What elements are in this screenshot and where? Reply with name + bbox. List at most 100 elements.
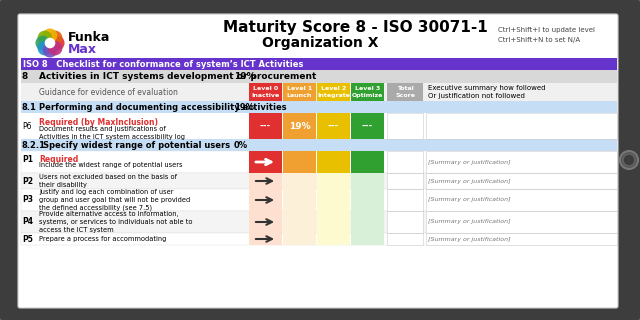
Circle shape xyxy=(43,43,58,58)
Bar xyxy=(387,189,423,211)
Bar xyxy=(426,151,617,173)
Text: Required (by MaxInclusion): Required (by MaxInclusion) xyxy=(39,118,158,127)
Bar xyxy=(249,211,282,233)
Bar xyxy=(21,189,617,211)
Bar xyxy=(21,101,617,113)
Text: 8.2.1: 8.2.1 xyxy=(22,140,46,149)
Circle shape xyxy=(620,151,638,169)
Bar xyxy=(21,173,617,189)
Bar xyxy=(351,173,384,189)
Bar xyxy=(426,233,617,245)
Text: Maturity Score 8 - ISO 30071-1: Maturity Score 8 - ISO 30071-1 xyxy=(223,20,488,35)
Bar xyxy=(317,189,350,211)
Bar xyxy=(21,70,617,83)
Text: P3: P3 xyxy=(22,196,33,204)
Text: 19%: 19% xyxy=(234,72,255,81)
Circle shape xyxy=(43,28,58,43)
Text: ---: --- xyxy=(260,122,271,131)
Text: Executive summary how followed
Or justification not followed: Executive summary how followed Or justif… xyxy=(428,85,545,99)
Text: P6: P6 xyxy=(22,122,31,131)
Bar xyxy=(249,233,282,245)
Bar xyxy=(249,113,282,139)
Bar xyxy=(426,113,617,139)
Text: Max: Max xyxy=(68,43,97,55)
Text: [Summary or justification]: [Summary or justification] xyxy=(428,197,511,203)
Bar xyxy=(426,189,617,211)
Circle shape xyxy=(50,36,65,50)
Text: 0%: 0% xyxy=(234,140,248,149)
Text: Users not excluded based on the basis of
their disability: Users not excluded based on the basis of… xyxy=(39,174,177,188)
Bar xyxy=(351,233,384,245)
Text: Include the widest range of potential users: Include the widest range of potential us… xyxy=(39,162,182,168)
Text: Level 3
Optimize: Level 3 Optimize xyxy=(352,86,383,98)
Bar xyxy=(387,173,423,189)
Bar xyxy=(283,211,316,233)
Bar xyxy=(426,173,617,189)
Bar xyxy=(21,211,617,233)
Bar xyxy=(21,113,617,139)
Text: Level 1
Launch: Level 1 Launch xyxy=(287,86,312,98)
Bar xyxy=(249,189,282,211)
Bar xyxy=(387,113,423,139)
Bar xyxy=(283,113,316,139)
Text: 19%: 19% xyxy=(234,102,254,111)
Text: Justify and log each combination of user
group and user goal that will not be pr: Justify and log each combination of user… xyxy=(39,189,190,211)
Text: Total
Score: Total Score xyxy=(395,86,415,98)
Bar xyxy=(351,211,384,233)
Bar xyxy=(317,113,350,139)
Bar xyxy=(21,233,617,245)
Text: Level 2
Integrate: Level 2 Integrate xyxy=(317,86,350,98)
Text: Provide alternative access to information,
systems, or services to individuals n: Provide alternative access to informatio… xyxy=(39,211,193,233)
Text: P1: P1 xyxy=(22,155,33,164)
Bar xyxy=(317,211,350,233)
Bar xyxy=(387,151,423,173)
Bar xyxy=(387,211,423,233)
Text: Level 0
Inactive: Level 0 Inactive xyxy=(252,86,280,98)
Text: ISO 8   Checklist for conformance of system’s ICT Activities: ISO 8 Checklist for conformance of syste… xyxy=(23,60,303,68)
Text: 8.1: 8.1 xyxy=(22,102,37,111)
Bar xyxy=(387,211,423,233)
Bar xyxy=(426,151,617,173)
Text: Guidance for evidence of evaluation: Guidance for evidence of evaluation xyxy=(39,87,178,97)
Bar xyxy=(351,189,384,211)
Bar xyxy=(249,173,282,189)
Bar xyxy=(249,151,282,173)
Text: [Summary or justification]: [Summary or justification] xyxy=(428,220,511,225)
Bar xyxy=(351,151,384,173)
Bar xyxy=(21,58,617,70)
Circle shape xyxy=(48,31,63,45)
Bar xyxy=(426,233,617,245)
Bar xyxy=(387,173,423,189)
Circle shape xyxy=(38,31,52,45)
Bar xyxy=(426,189,617,211)
Text: [Summary or justification]: [Summary or justification] xyxy=(428,159,511,164)
Text: 8: 8 xyxy=(22,72,28,81)
Text: Ctrl+Shift+I to update level
Ctrl+Shift+N to set N/A: Ctrl+Shift+I to update level Ctrl+Shift+… xyxy=(498,27,595,43)
Bar xyxy=(283,189,316,211)
Circle shape xyxy=(48,41,63,55)
Text: Funka: Funka xyxy=(68,30,110,44)
Bar xyxy=(387,151,423,173)
Bar xyxy=(387,113,423,139)
Bar xyxy=(21,189,617,211)
Circle shape xyxy=(38,41,52,55)
Bar xyxy=(351,113,384,139)
FancyBboxPatch shape xyxy=(18,14,618,308)
Circle shape xyxy=(45,38,55,48)
Bar xyxy=(21,151,617,173)
Text: Required: Required xyxy=(39,155,78,164)
Bar xyxy=(387,83,423,101)
Bar xyxy=(426,211,617,233)
Bar xyxy=(387,233,423,245)
Bar xyxy=(317,233,350,245)
Text: [Summary or justification]: [Summary or justification] xyxy=(428,179,511,183)
Bar xyxy=(21,151,617,173)
Bar xyxy=(283,83,316,101)
Bar xyxy=(249,83,282,101)
Text: Performing and documenting accessibility activities: Performing and documenting accessibility… xyxy=(39,102,287,111)
Text: Activities in ICT systems development or procurement: Activities in ICT systems development or… xyxy=(39,72,316,81)
Circle shape xyxy=(623,154,635,166)
Bar xyxy=(351,83,384,101)
Bar xyxy=(387,189,423,211)
Text: P4: P4 xyxy=(22,218,33,227)
